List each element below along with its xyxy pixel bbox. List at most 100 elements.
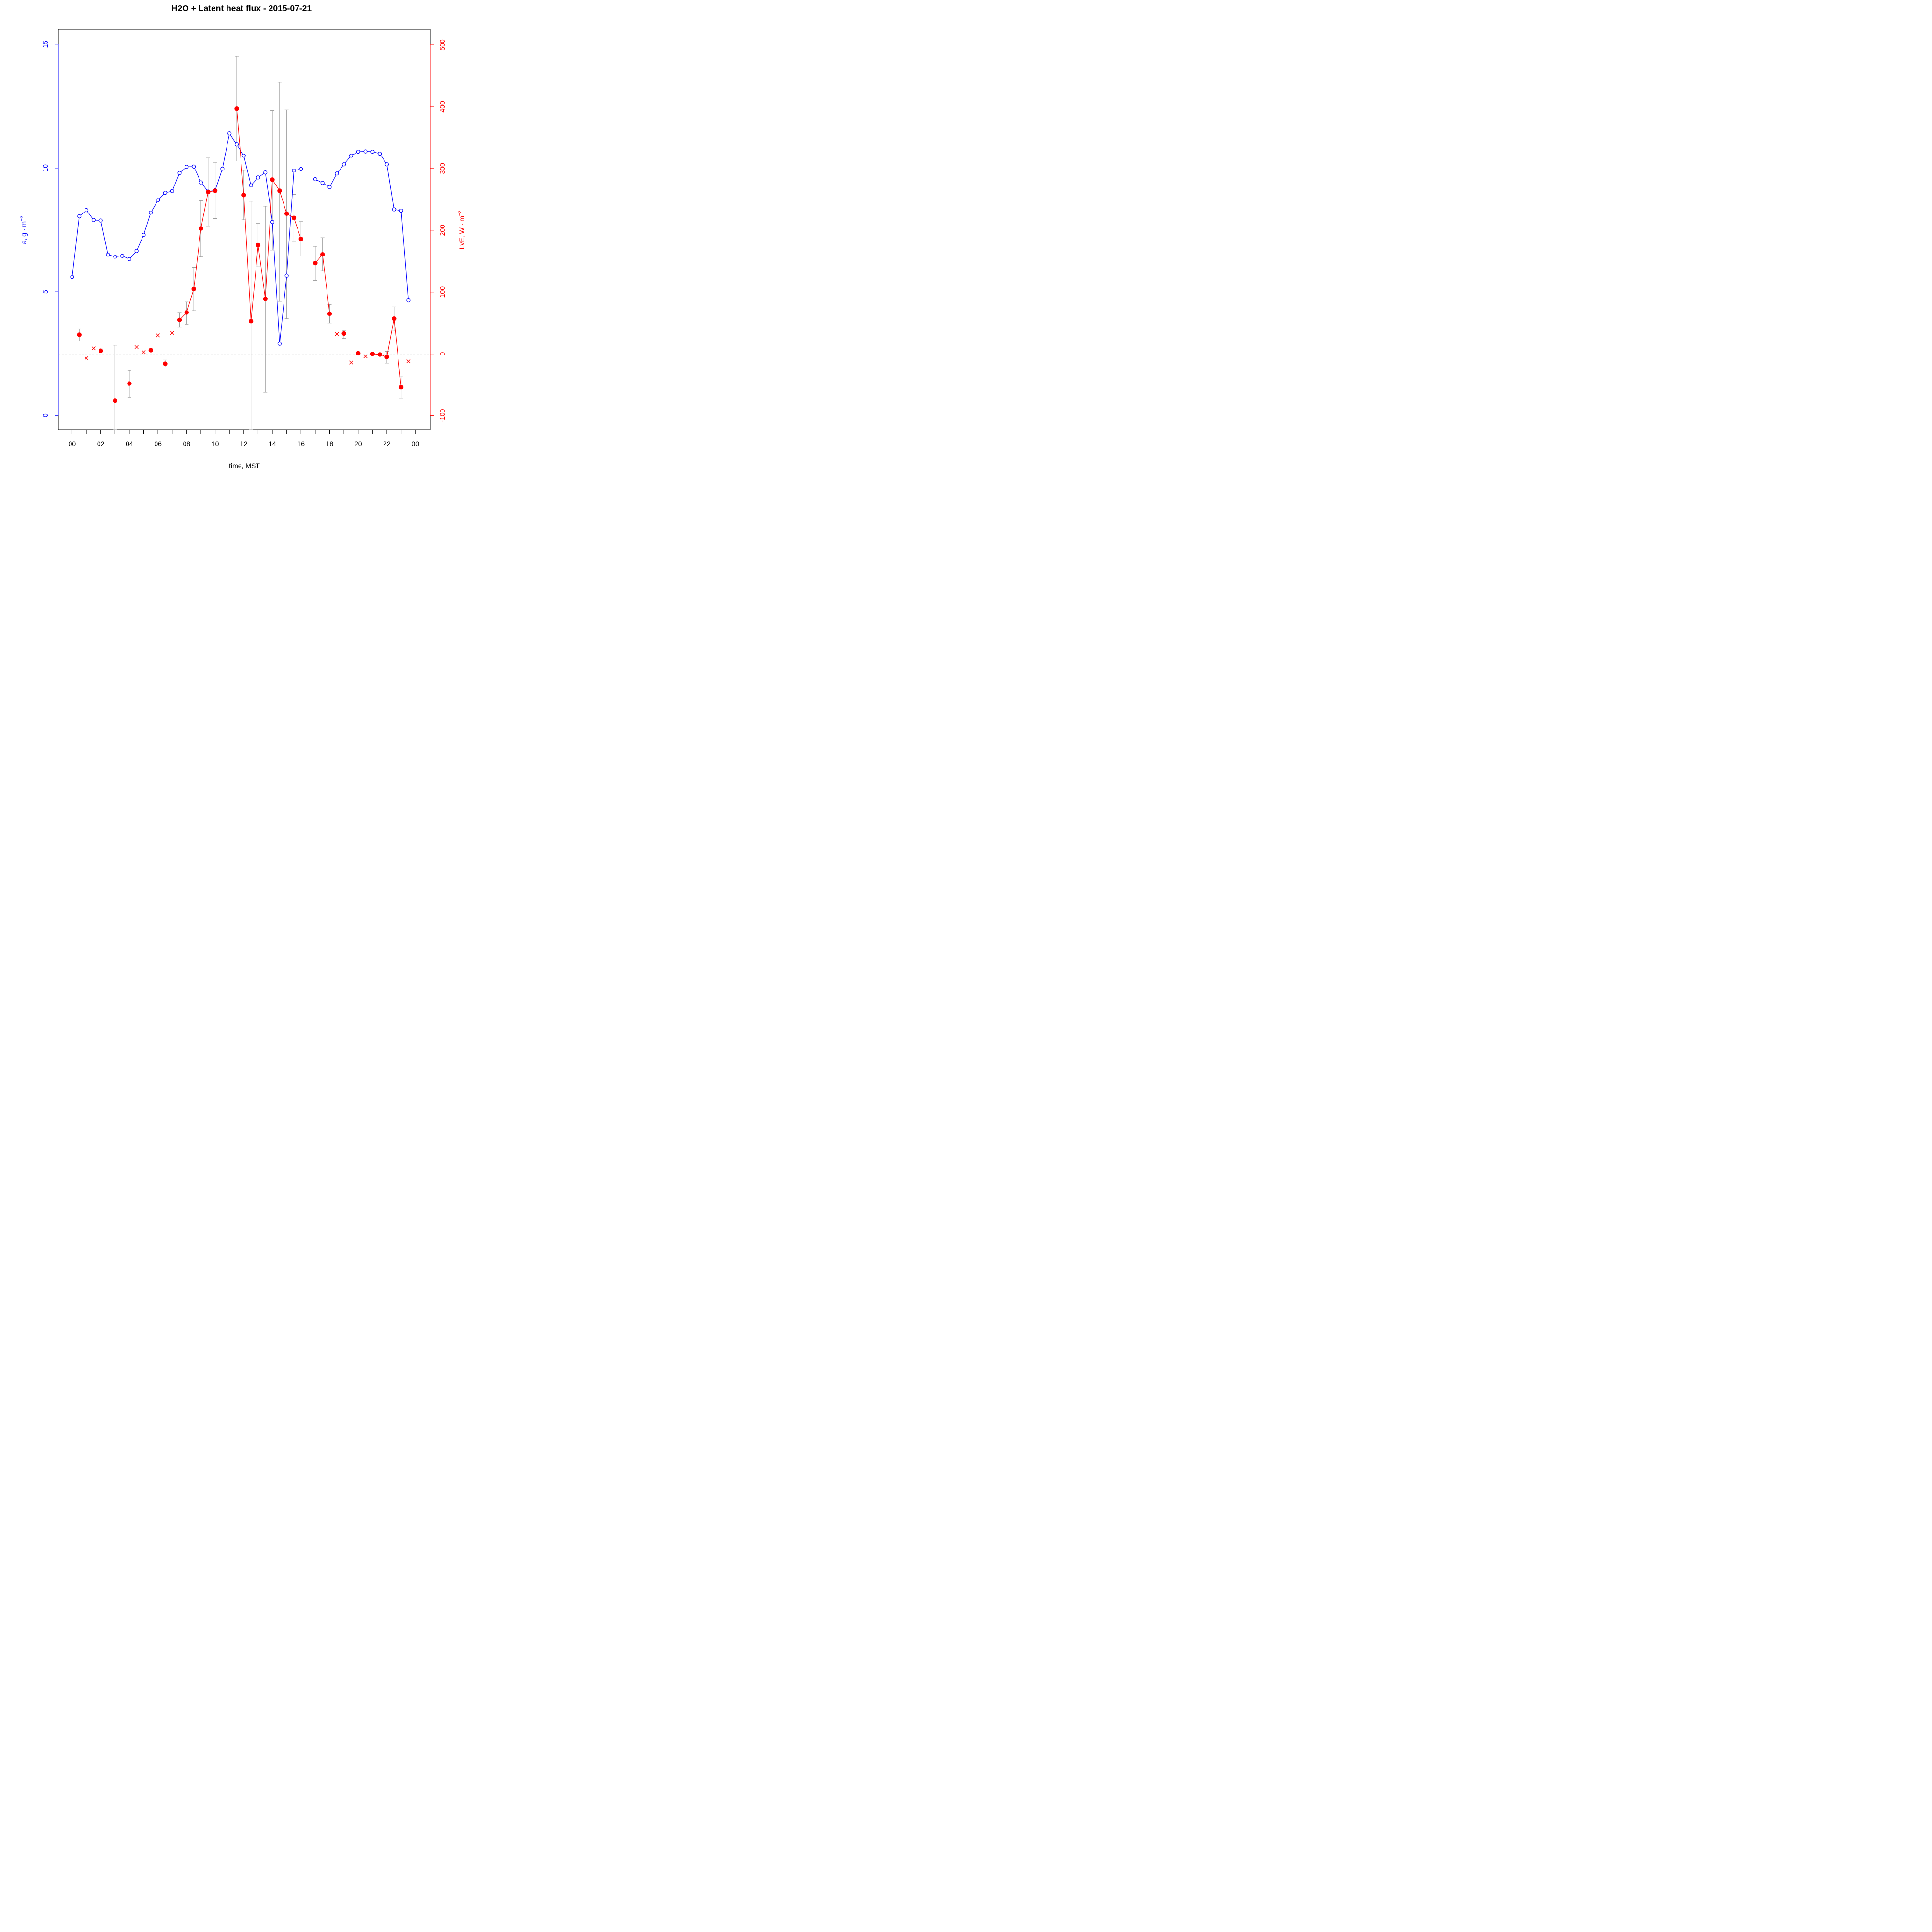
- data-point: [399, 208, 403, 213]
- data-point: [185, 165, 189, 169]
- data-point: [377, 352, 382, 357]
- data-point: [77, 214, 82, 218]
- data-point: [77, 332, 82, 337]
- plot-marks: [58, 56, 430, 430]
- data-point: [270, 220, 275, 224]
- left-axis: 0 5 10 15: [42, 41, 59, 417]
- right-axis-label-main: LvE, W · m: [458, 216, 466, 249]
- x-tick-label: 04: [126, 440, 133, 448]
- data-point: [291, 215, 297, 220]
- data-point: [263, 170, 268, 175]
- data-point: [335, 332, 339, 336]
- plot-area: [58, 56, 430, 430]
- data-point: [256, 242, 261, 248]
- right-tick-label: -100: [439, 409, 446, 422]
- data-point: [398, 385, 404, 390]
- data-point: [199, 226, 203, 231]
- data-point: [234, 106, 239, 111]
- data-point: [249, 183, 253, 187]
- data-point: [91, 346, 96, 351]
- data-point: [320, 252, 325, 257]
- right-axis-label: LvE, W · m−2: [457, 210, 466, 249]
- data-point: [284, 273, 289, 278]
- data-point: [149, 211, 153, 215]
- data-point: [127, 381, 132, 386]
- error-bar: [249, 201, 253, 430]
- data-point: [142, 350, 146, 354]
- series-1-open-circle: [70, 131, 411, 346]
- right-tick-label: 500: [439, 39, 446, 51]
- data-point: [392, 207, 396, 212]
- data-point: [384, 162, 389, 167]
- data-point: [163, 191, 168, 195]
- data-point: [248, 319, 254, 324]
- series-line: [179, 190, 215, 320]
- data-point: [156, 198, 160, 202]
- data-point: [206, 189, 211, 195]
- data-point: [177, 171, 182, 175]
- series-line: [236, 108, 301, 321]
- data-point: [156, 333, 160, 338]
- series-2-filled-circle: [77, 106, 404, 403]
- data-point: [356, 351, 361, 356]
- x-tick-label: 10: [212, 440, 219, 448]
- data-point: [299, 167, 303, 171]
- x-tick-label: 22: [383, 440, 391, 448]
- x-tick-label: 02: [97, 440, 105, 448]
- right-axis: -100 0 100 200 300 400 500: [430, 39, 446, 423]
- x-tick-label: 00: [69, 440, 76, 448]
- right-tick-label: 0: [439, 352, 446, 356]
- x-tick-label: 08: [183, 440, 191, 448]
- data-point: [277, 188, 282, 193]
- data-point: [170, 331, 174, 335]
- data-point: [406, 359, 411, 364]
- data-point: [192, 164, 196, 169]
- left-tick-label: 0: [42, 413, 49, 417]
- right-tick-label: 300: [439, 163, 446, 174]
- data-point: [91, 218, 96, 222]
- data-point: [113, 398, 117, 403]
- x-axis-label: time, MST: [229, 462, 260, 469]
- data-point: [384, 355, 389, 359]
- data-point: [277, 341, 282, 346]
- left-axis-label-sup: −3: [19, 215, 25, 221]
- x-tick-label: 14: [269, 440, 276, 448]
- data-point: [313, 177, 317, 182]
- left-axis-label-main: a, g · m: [20, 221, 28, 244]
- data-point: [256, 175, 260, 180]
- data-point: [363, 354, 368, 358]
- chart-title: H2O + Latent heat flux - 2015-07-21: [171, 3, 312, 13]
- data-point: [284, 211, 289, 216]
- data-point: [313, 260, 318, 266]
- data-point: [356, 150, 360, 154]
- data-point: [163, 361, 168, 366]
- x-tick-label: 00: [412, 440, 419, 448]
- x-tick-label: 20: [355, 440, 362, 448]
- data-point: [298, 236, 303, 242]
- data-point: [127, 257, 131, 261]
- data-point: [199, 180, 203, 185]
- right-tick-label: 400: [439, 101, 446, 113]
- series-line: [315, 151, 409, 301]
- data-point: [327, 185, 332, 189]
- data-point: [406, 298, 411, 303]
- data-point: [292, 168, 296, 173]
- data-point: [349, 154, 354, 158]
- data-point: [106, 253, 110, 257]
- data-point: [242, 193, 246, 198]
- data-point: [370, 150, 375, 154]
- data-point: [363, 149, 368, 154]
- data-point: [113, 255, 117, 259]
- data-point: [134, 249, 139, 253]
- data-point: [234, 142, 239, 147]
- x-tick-label: 12: [240, 440, 248, 448]
- data-point: [227, 131, 232, 136]
- data-point: [341, 331, 346, 336]
- right-axis-label-sup: −2: [457, 210, 463, 216]
- data-point: [98, 348, 103, 353]
- plot-frame: [58, 29, 431, 430]
- data-point: [184, 310, 189, 315]
- data-point: [70, 275, 74, 279]
- data-point: [263, 297, 268, 301]
- chart: H2O + Latent heat flux - 2015-07-21 0 5 10…: [19, 3, 466, 469]
